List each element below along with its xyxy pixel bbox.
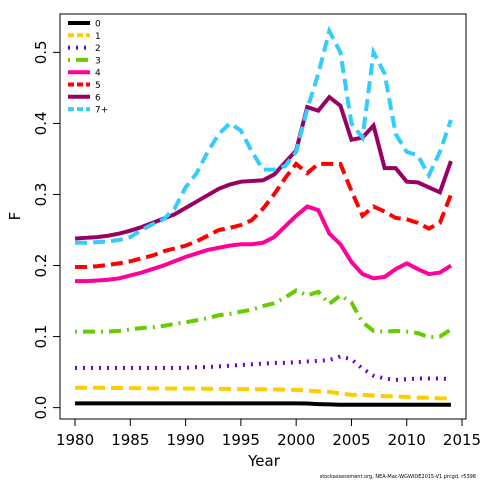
x-tick-label: 1985 [111, 431, 149, 449]
x-tick-label: 2015 [443, 431, 480, 449]
legend-label: 0 [95, 20, 101, 30]
series-line [75, 385, 451, 401]
series-line [75, 401, 451, 407]
y-tick-label: 0.4 [32, 111, 50, 135]
legend-label: 1 [95, 32, 101, 42]
x-tick-label: 1980 [56, 431, 94, 449]
x-tick-label: 1995 [222, 431, 260, 449]
legend-label: 4 [95, 69, 101, 79]
footnote: stockassessment.org, NEA-Mac-WGWIDE2015-… [320, 474, 476, 480]
series-line [75, 25, 453, 245]
x-tick-label: 2005 [332, 431, 370, 449]
x-tick-label: 2010 [388, 431, 426, 449]
y-axis-label: F [6, 212, 24, 221]
legend-label: 7+ [95, 106, 108, 116]
legend-label: 2 [95, 44, 101, 54]
legend-label: 6 [95, 93, 101, 103]
legend-label: 3 [95, 56, 101, 66]
series-line [75, 354, 452, 382]
series-line [75, 204, 453, 284]
x-axis-label: Year [247, 452, 281, 470]
y-tick-label: 0.5 [32, 40, 50, 64]
y-tick-label: 0.3 [32, 183, 50, 207]
plot-box [59, 13, 467, 420]
series-line [75, 288, 453, 340]
series-line [74, 94, 453, 241]
x-tick-label: 2000 [277, 431, 315, 449]
legend-label: 5 [95, 81, 101, 91]
y-tick-label: 0.1 [32, 325, 50, 349]
y-tick-label: 0.0 [32, 396, 50, 420]
series-line [75, 161, 453, 269]
y-tick-label: 0.2 [32, 254, 50, 278]
x-tick-label: 1990 [167, 431, 205, 449]
